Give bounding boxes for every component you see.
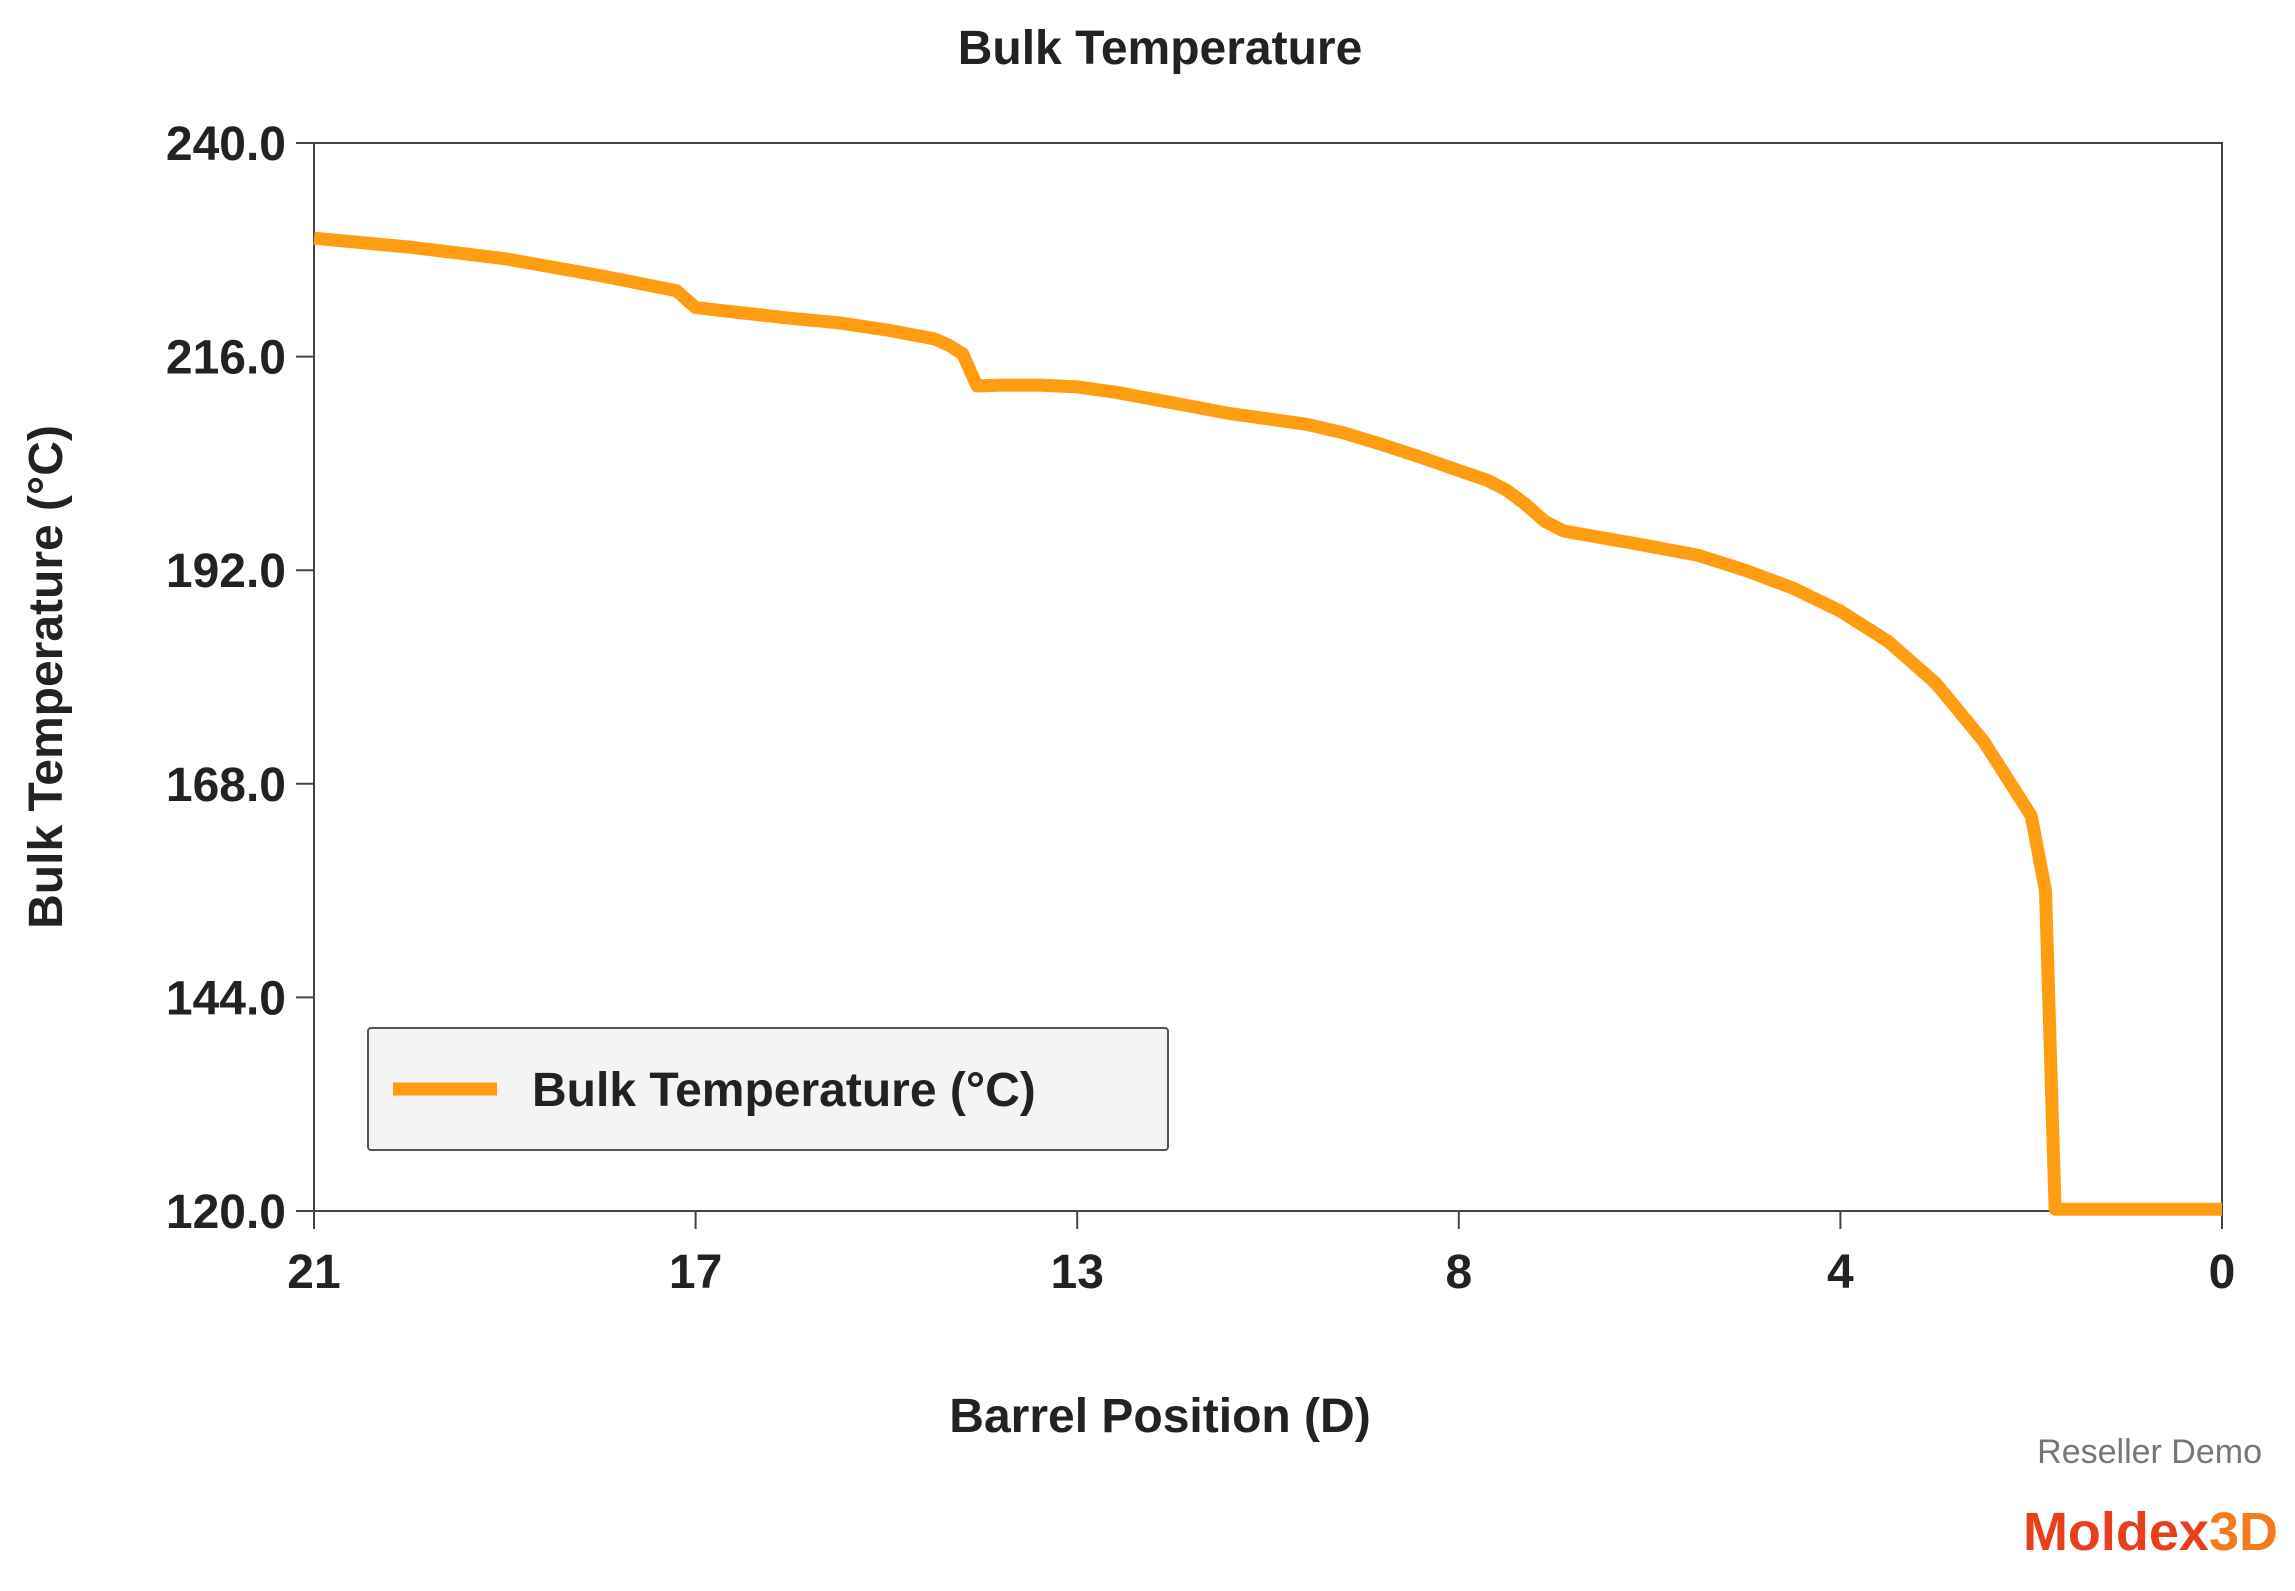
x-tick-label: 17 (669, 1246, 722, 1299)
legend-box (367, 1027, 1169, 1151)
y-tick-label: 144.0 (166, 972, 286, 1025)
x-tick-label: 4 (1827, 1246, 1854, 1299)
x-tick-label: 21 (287, 1246, 340, 1299)
y-tick-label: 192.0 (166, 545, 286, 598)
y-tick-label: 168.0 (166, 759, 286, 812)
legend: Bulk Temperature (°C) (367, 1027, 1169, 1151)
y-axis: 240.0 216.0 192.0 168.0 144.0 120.0 (166, 118, 314, 1239)
x-axis-label: Barrel Position (D) (949, 1390, 1370, 1443)
logo-text-accent: 3D (2209, 1502, 2278, 1562)
y-tick-label: 120.0 (166, 1186, 286, 1239)
watermark: Reseller Demo Moldex3D (2023, 1433, 2278, 1562)
logo-text-main: Moldex (2023, 1502, 2209, 1562)
chart-title: Bulk Temperature (958, 22, 1363, 75)
legend-label: Bulk Temperature (°C) (532, 1064, 1036, 1117)
x-tick-label: 8 (1445, 1246, 1472, 1299)
x-axis: 21 17 13 8 4 0 (287, 1211, 2235, 1299)
moldex3d-logo: Moldex3D (2023, 1502, 2278, 1562)
y-axis-label: Bulk Temperature (°C) (20, 425, 73, 929)
reseller-demo-text: Reseller Demo (2037, 1433, 2262, 1471)
series-line-bulk-temperature (313, 231, 2222, 1216)
y-tick-label: 216.0 (166, 332, 286, 385)
x-tick-label: 0 (2209, 1246, 2236, 1299)
x-tick-label: 13 (1051, 1246, 1104, 1299)
y-tick-label: 240.0 (166, 118, 286, 171)
